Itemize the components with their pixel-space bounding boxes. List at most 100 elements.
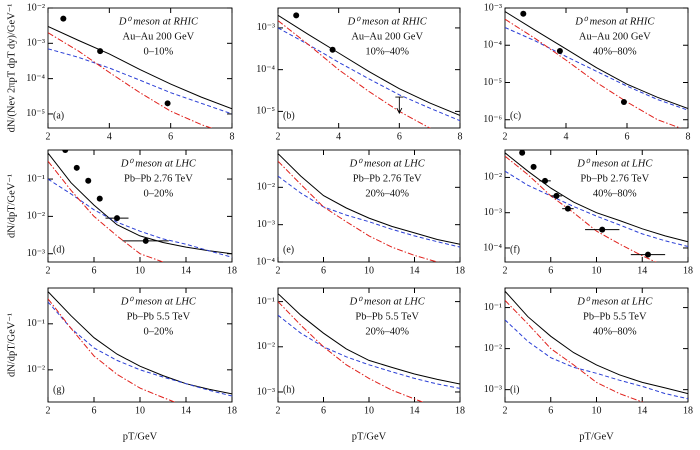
panel-title: D⁰ meson at LHC — [349, 296, 426, 307]
data-point — [164, 100, 171, 107]
panel: 2 6 10 14 18 10⁻⁴ 10⁻³ 10⁻² D⁰ meson at LHC Pb–Pb… — [483, 149, 693, 276]
x-tick-label: 14 — [181, 265, 191, 276]
y-tick-label: 10⁻⁴ — [483, 40, 502, 51]
panel: 2 6 10 14 18 10⁻² 10⁻¹ D⁰ meson at LHC Pb–Pb 5.5… — [6, 287, 237, 442]
x-tick-label: 10 — [135, 265, 145, 276]
curve — [48, 298, 176, 402]
y-tick-label: 10⁻³ — [484, 384, 502, 395]
panel-title: D⁰ meson at LHC — [120, 296, 197, 307]
data-point — [85, 177, 92, 184]
panel-title: D⁰ meson at LHC — [120, 158, 197, 169]
panel-centrality: 0–20% — [144, 188, 174, 199]
panel-label: (i) — [510, 384, 519, 395]
curve — [48, 178, 232, 258]
curve — [48, 48, 232, 115]
x-axis-label: pT/GeV — [123, 431, 158, 442]
x-tick-label: 8 — [230, 131, 235, 142]
x-tick-label: 6 — [92, 265, 97, 276]
curves — [278, 153, 460, 262]
curves — [278, 293, 460, 402]
x-tick-label: 6 — [321, 405, 326, 416]
panel-centrality: 20%–40% — [365, 188, 409, 199]
x-tick-label: 18 — [455, 405, 465, 416]
curve — [278, 301, 424, 402]
x-tick-label: 18 — [227, 405, 237, 416]
panel-centrality: 10%–40% — [365, 46, 409, 57]
panel-label: (d) — [53, 244, 65, 255]
curve — [505, 18, 682, 128]
data-point — [73, 164, 80, 171]
panel-title: D⁰ meson at LHC — [349, 158, 426, 169]
x-tick-label: 18 — [227, 265, 237, 276]
panel-label: (g) — [53, 384, 65, 395]
curve — [278, 153, 460, 245]
panel-system: Pb–Pb 2.76 TeV — [124, 173, 193, 184]
x-tick-label: 18 — [455, 265, 465, 276]
y-tick-label: 10⁻¹ — [257, 296, 275, 307]
data-point — [530, 163, 537, 170]
y-tick-label: 10⁻² — [27, 364, 45, 375]
panel-label: (f) — [510, 244, 520, 255]
plot-frame — [277, 7, 461, 129]
x-tick-label: 2 — [276, 405, 281, 416]
x-tick-label: 14 — [410, 405, 420, 416]
panel-title: D⁰ meson at RHIC — [118, 16, 199, 27]
panel-label: (e) — [283, 244, 294, 255]
y-tick-label: 10⁻⁴ — [256, 64, 275, 75]
curve — [48, 32, 213, 128]
panel-system: Au–Au 200 GeV — [579, 31, 651, 42]
panel-centrality: 40%–80% — [593, 326, 637, 337]
x-tick-label: 2 — [503, 405, 508, 416]
x-tick-label: 2 — [276, 265, 281, 276]
x-tick-label: 6 — [548, 405, 553, 416]
curve — [48, 152, 232, 255]
y-tick-label: 10⁻³ — [484, 2, 502, 13]
x-axis-label: pT/GeV — [352, 431, 387, 442]
curve — [278, 14, 460, 116]
panel-centrality: 0–10% — [144, 46, 174, 57]
data-point — [142, 237, 149, 244]
x-tick-label: 10 — [592, 265, 602, 276]
curve — [505, 319, 688, 400]
panel-centrality: 0–20% — [144, 326, 174, 337]
y-tick-label: 10⁻¹ — [27, 318, 45, 329]
panel: 2 6 10 14 18 10⁻³ 10⁻² 10⁻¹ D⁰ meson at LHC Pb–Pb… — [257, 287, 465, 442]
x-tick-label: 4 — [336, 131, 341, 142]
data-point — [599, 226, 606, 233]
plot-frame — [47, 7, 233, 129]
panel-system: Pb–Pb 5.5 TeV — [355, 311, 419, 322]
curve — [505, 290, 688, 395]
data-point — [293, 12, 300, 19]
data-point — [97, 48, 104, 55]
data-point — [542, 177, 549, 184]
y-axis-label: dN/dpT/GeV⁻¹ — [6, 174, 17, 238]
data-point — [644, 251, 651, 258]
panel-system: Pb–Pb 5.5 TeV — [127, 311, 191, 322]
data-point — [556, 48, 563, 55]
curves — [48, 15, 232, 128]
x-tick-label: 10 — [135, 405, 145, 416]
x-tick-label: 6 — [548, 265, 553, 276]
curves — [48, 150, 232, 262]
panel-label: (h) — [283, 384, 295, 395]
x-tick-label: 2 — [503, 131, 508, 142]
panel: 2 4 6 8 10⁻⁵ 10⁻⁴ 10⁻³ D⁰ meson at RHIC Au–Au 20… — [256, 7, 463, 142]
panel: 2 6 10 14 18 10⁻³ 10⁻² 10⁻¹ D⁰ meson at LHC Pb–Pb… — [484, 287, 693, 442]
panel: 2 6 10 14 18 10⁻⁴ 10⁻³ 10⁻² D⁰ meson at LHC Pb–Pb… — [256, 149, 465, 276]
x-tick-label: 2 — [503, 265, 508, 276]
x-tick-label: 18 — [683, 265, 693, 276]
x-tick-label: 14 — [181, 405, 191, 416]
x-tick-label: 14 — [637, 265, 647, 276]
panel-system: Pb–Pb 2.76 TeV — [580, 173, 649, 184]
curve — [278, 160, 440, 262]
panel-centrality: 40%–80% — [593, 188, 637, 199]
curve — [505, 11, 688, 109]
panel-title: D⁰ meson at LHC — [576, 158, 653, 169]
x-tick-label: 2 — [276, 131, 281, 142]
x-tick-label: 10 — [592, 405, 602, 416]
x-tick-label: 6 — [168, 131, 173, 142]
y-axis-label: dN/dpT/GeV⁻¹ — [6, 313, 17, 377]
panel-centrality: 40%–80% — [593, 46, 637, 57]
y-tick-label: 10⁻⁴ — [256, 256, 275, 267]
